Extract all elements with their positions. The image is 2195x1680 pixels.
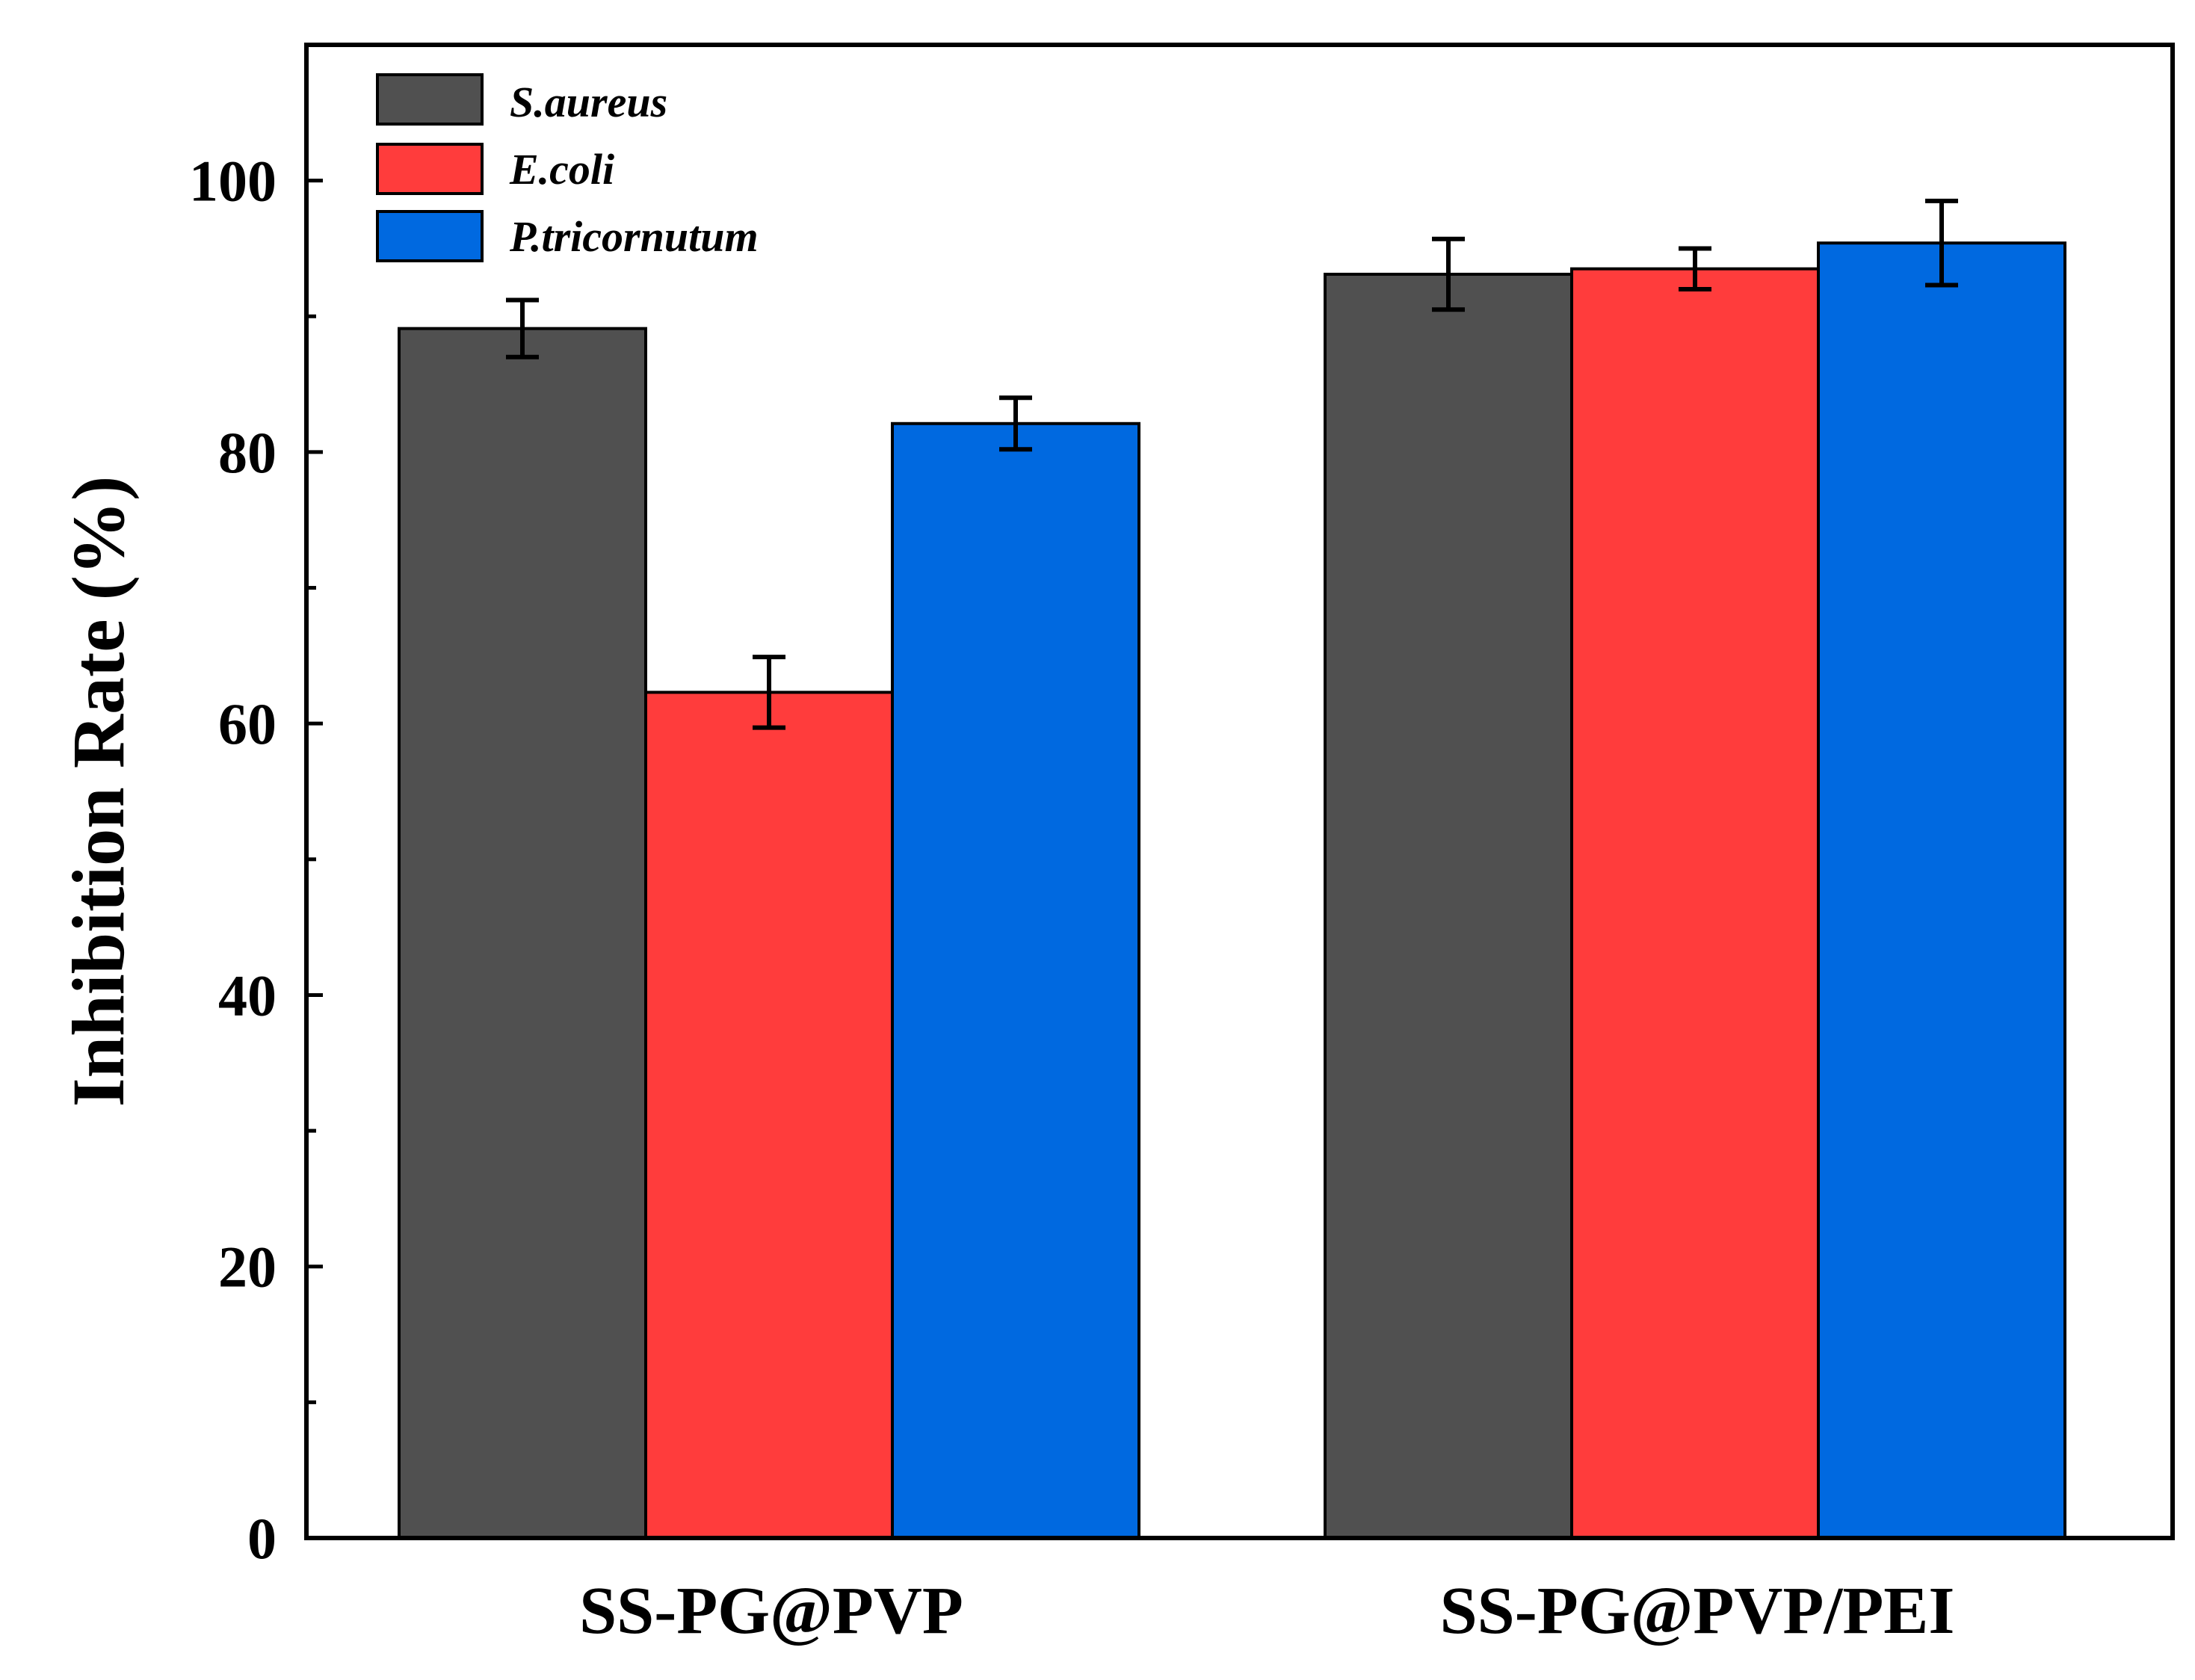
error-bar-s-aureus-ss-pg-pvp-pei — [1432, 236, 1465, 312]
bar-e-coli-ss-pg-pvp — [644, 691, 894, 1540]
y-tick-label-0: 0 — [247, 1506, 277, 1571]
error-bar-p-tricornutum-ss-pg-pvp-pei — [1925, 198, 1958, 288]
legend-swatch-p-tricornutum — [376, 210, 484, 262]
legend: S.aureus E.coli P.tricornutum — [376, 73, 759, 262]
legend-label-s-aureus: S.aureus — [510, 78, 667, 126]
bar-p-tricornutum-ss-pg-pvp-pei — [1817, 241, 2066, 1540]
legend-label-e-coli: E.coli — [509, 145, 614, 194]
legend-swatch-s-aureus — [376, 73, 484, 126]
error-bar-s-aureus-ss-pg-pvp — [506, 297, 539, 359]
y-tick-label-20: 20 — [218, 1235, 277, 1300]
y-tick-label-100: 100 — [189, 149, 277, 214]
y-tick-label-40: 40 — [218, 963, 277, 1028]
bar-s-aureus-ss-pg-pvp — [398, 327, 647, 1540]
legend-label-p-tricornutum: P.tricornutum — [509, 212, 759, 261]
error-bar-e-coli-ss-pg-pvp — [753, 655, 785, 730]
y-ticks-layer: 0 20 40 60 80 100 — [189, 43, 323, 1571]
bar-s-aureus-ss-pg-pvp-pei — [1324, 272, 1573, 1540]
category-label-ss-pg-pvp-pei: SS-PG@PVP/PEI — [1440, 1574, 1955, 1648]
bars-layer — [398, 241, 2066, 1540]
error-bars-layer — [506, 198, 1958, 730]
plot-frame — [304, 43, 2175, 1540]
category-label-ss-pg-pvp: SS-PG@PVP — [579, 1574, 963, 1648]
y-axis-title: Inhibition Rate (%) — [57, 476, 140, 1108]
legend-swatch-e-coli — [376, 143, 484, 195]
y-tick-label-60: 60 — [218, 691, 277, 756]
bar-p-tricornutum-ss-pg-pvp — [891, 421, 1140, 1540]
bar-e-coli-ss-pg-pvp-pei — [1570, 267, 1820, 1540]
error-bar-p-tricornutum-ss-pg-pvp — [999, 395, 1032, 452]
y-tick-label-80: 80 — [218, 420, 277, 485]
error-bar-e-coli-ss-pg-pvp-pei — [1679, 246, 1711, 291]
